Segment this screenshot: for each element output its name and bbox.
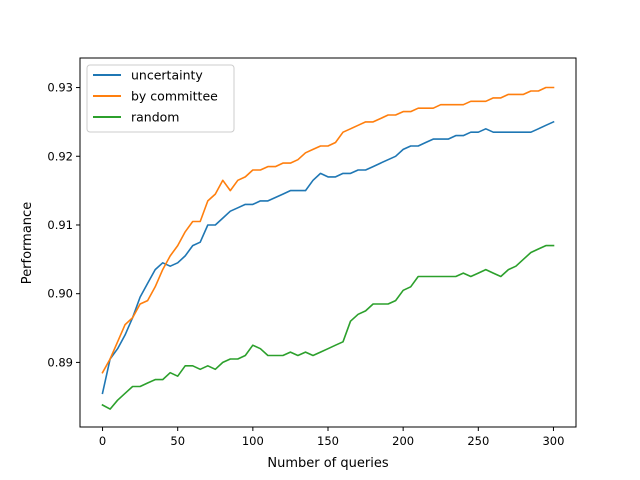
series-line-uncertainty bbox=[101, 120, 555, 395]
x-tick-label: 200 bbox=[392, 434, 414, 448]
y-tick-label: 0.93 bbox=[47, 81, 73, 95]
x-tick-label: 300 bbox=[542, 434, 564, 448]
x-tick-label: 100 bbox=[242, 434, 264, 448]
legend-box bbox=[86, 64, 235, 133]
y-tick-label: 0.90 bbox=[47, 287, 73, 301]
series-line-by-committee bbox=[101, 86, 555, 374]
x-tick-label: 150 bbox=[317, 434, 339, 448]
series-line-random bbox=[101, 244, 555, 410]
legend-label-uncertainty: uncertainty bbox=[131, 68, 203, 83]
x-tick-label: 0 bbox=[99, 434, 106, 448]
x-axis-label: Number of queries bbox=[267, 456, 388, 471]
legend: uncertainty by committee random bbox=[86, 64, 235, 133]
y-tick-label: 0.91 bbox=[47, 218, 73, 232]
x-tick-label: 50 bbox=[170, 434, 185, 448]
plot-lines bbox=[101, 86, 555, 410]
legend-label-by-committee: by committee bbox=[131, 89, 218, 104]
y-axis-ticks: 0.89 0.90 0.91 0.92 0.93 bbox=[47, 81, 80, 369]
y-tick-label: 0.92 bbox=[47, 149, 73, 163]
y-tick-label: 0.89 bbox=[47, 355, 73, 369]
legend-label-random: random bbox=[131, 110, 179, 125]
y-axis-label: Performance bbox=[20, 202, 35, 284]
x-tick-label: 250 bbox=[467, 434, 489, 448]
x-axis-ticks: 0 50 100 150 200 250 300 bbox=[99, 427, 564, 448]
